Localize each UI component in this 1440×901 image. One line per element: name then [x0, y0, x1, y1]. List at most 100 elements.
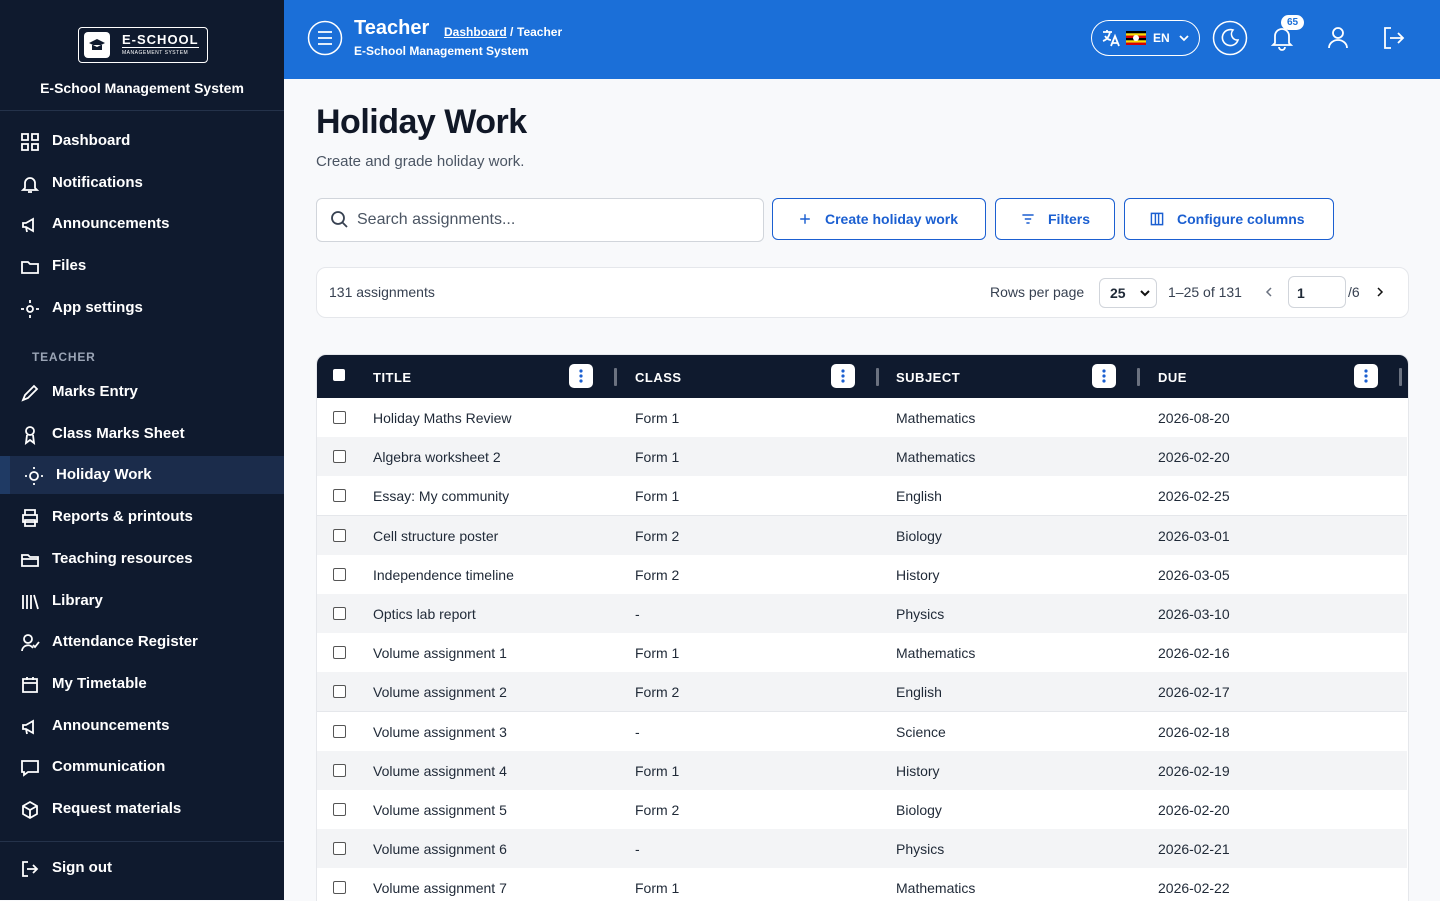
row-checkbox[interactable] — [333, 450, 346, 464]
nav-item[interactable]: Dashboard — [0, 122, 284, 160]
nav-item[interactable]: Library — [0, 582, 284, 620]
page-input[interactable]: 1 — [1288, 276, 1346, 308]
row-checkbox[interactable] — [333, 411, 346, 424]
table-cell: Form 1 — [635, 762, 680, 779]
column-resizer[interactable] — [1399, 368, 1402, 386]
table-cell: Form 1 — [635, 449, 680, 466]
nav-label: App settings — [52, 298, 143, 316]
nav-label: Reports & printouts — [52, 508, 193, 526]
column-menu[interactable] — [1092, 364, 1116, 388]
language-selector[interactable]: EN — [1091, 20, 1200, 56]
column-menu[interactable] — [831, 364, 855, 388]
sign-out[interactable]: Sign out — [0, 849, 284, 887]
action-button[interactable]: Configure columns — [1124, 198, 1334, 240]
rows-per-page-select[interactable]: 25 — [1099, 278, 1157, 308]
table-cell: Volume assignment 2 — [373, 684, 507, 701]
table-cell: Independence timeline — [373, 566, 514, 583]
nav-item[interactable]: My Timetable — [0, 665, 284, 703]
table-cell: 2026-03-01 — [1158, 527, 1230, 544]
table-cell: - — [635, 606, 640, 622]
column-menu[interactable] — [569, 364, 593, 388]
sign-out-label: Sign out — [52, 859, 112, 876]
breadcrumb-link[interactable]: Dashboard — [444, 25, 507, 39]
nav-item[interactable]: Attendance Register — [0, 623, 284, 661]
table-row: Volume assignment 1 Form 1 Mathematics 2026… — [317, 633, 1407, 674]
nav-item[interactable]: Notifications — [0, 164, 284, 202]
table-cell: 2026-08-20 — [1158, 410, 1230, 426]
table-cell: Essay: My community — [373, 488, 510, 505]
search-input[interactable]: Search assignments... — [316, 198, 764, 242]
row-checkbox[interactable] — [333, 567, 346, 581]
action-button[interactable]: Filters — [995, 198, 1115, 240]
header-subtitle: E-School Management System — [354, 44, 529, 58]
row-checkbox[interactable] — [333, 607, 346, 620]
row-checkbox[interactable] — [333, 763, 346, 777]
select-all-checkbox[interactable] — [333, 369, 345, 381]
row-checkbox[interactable] — [333, 646, 346, 660]
column-menu[interactable] — [1354, 364, 1378, 388]
nav-label: Holiday Work — [56, 466, 152, 484]
nav-item[interactable]: Announcements — [0, 707, 284, 745]
logout-button[interactable] — [1381, 25, 1407, 51]
logo: E-SCHOOL MANAGEMENT SYSTEM — [78, 27, 208, 63]
table-cell: Biology — [896, 802, 942, 818]
table-cell: Form 2 — [635, 527, 680, 544]
nav-item[interactable]: Marks Entry — [0, 373, 284, 411]
next-page[interactable] — [1374, 286, 1386, 298]
table-cell: - — [635, 841, 640, 858]
table-cell: 2026-02-18 — [1158, 723, 1230, 740]
nav-label: Attendance Register — [52, 633, 198, 651]
row-checkbox[interactable] — [333, 881, 346, 895]
action-button[interactable]: Create holiday work — [772, 198, 986, 240]
table-cell: Algebra worksheet 2 — [373, 449, 501, 466]
table-cell: 2026-02-20 — [1158, 449, 1230, 466]
table-row: Holiday Maths Review Form 1 Mathematics 202… — [317, 398, 1407, 438]
table-cell: 2026-03-10 — [1158, 606, 1230, 622]
table-cell: Volume assignment 4 — [373, 762, 507, 779]
table-cell: 2026-02-20 — [1158, 802, 1230, 818]
nav-item[interactable]: Communication — [0, 748, 284, 786]
nav-item[interactable]: Class Marks Sheet — [0, 415, 284, 453]
count-label: 131 assignments — [329, 284, 435, 300]
table-cell: Mathematics — [896, 449, 976, 466]
column-resizer[interactable] — [876, 368, 879, 386]
table-cell: Holiday Maths Review — [373, 410, 512, 426]
nav-item[interactable]: Files — [0, 247, 284, 285]
nav-item-active[interactable]: Holiday Work — [0, 456, 284, 495]
section-label: TEACHER — [32, 350, 96, 364]
row-checkbox[interactable] — [333, 489, 346, 503]
table-cell: Physics — [896, 606, 945, 622]
profile-button[interactable] — [1325, 25, 1351, 51]
notification-badge: 65 — [1281, 15, 1304, 30]
action-button-label: Filters — [1048, 211, 1091, 227]
row-checkbox[interactable] — [333, 724, 346, 738]
column-header: CLASS — [635, 370, 682, 385]
table-cell: Mathematics — [896, 410, 976, 426]
nav-item[interactable]: Announcements — [0, 205, 284, 243]
table-row: Optics lab report - Physics 2026-03-10 — [317, 594, 1407, 634]
row-checkbox[interactable] — [333, 842, 346, 856]
column-header: DUE — [1158, 370, 1187, 385]
theme-toggle[interactable] — [1212, 20, 1248, 56]
table-row: Volume assignment 7 Form 1 Mathematics 2026… — [317, 868, 1407, 901]
table-cell: 2026-02-16 — [1158, 645, 1230, 662]
nav-label: Request materials — [52, 800, 182, 817]
page-title: Holiday Work — [316, 103, 527, 141]
language-code: EN — [1153, 31, 1170, 45]
notifications-button[interactable] — [1269, 25, 1295, 51]
column-resizer[interactable] — [1137, 368, 1140, 386]
table-cell: History — [896, 566, 940, 583]
nav-item[interactable]: Reports & printouts — [0, 498, 284, 536]
column-resizer[interactable] — [614, 368, 617, 386]
nav-item[interactable]: App settings — [0, 289, 284, 327]
row-checkbox[interactable] — [333, 685, 346, 699]
prev-page[interactable] — [1263, 286, 1275, 298]
nav-item[interactable]: Teaching resources — [0, 540, 284, 578]
table-cell: Form 1 — [635, 488, 680, 505]
nav-item[interactable]: Request materials — [0, 790, 284, 828]
page-subtitle: Create and grade holiday work. — [316, 153, 525, 170]
row-checkbox[interactable] — [333, 528, 346, 542]
table: TITLE CLASS SUBJECT DUE Holiday Maths Revie… — [316, 354, 1409, 901]
row-checkbox[interactable] — [333, 803, 346, 816]
menu-button[interactable] — [307, 20, 343, 56]
